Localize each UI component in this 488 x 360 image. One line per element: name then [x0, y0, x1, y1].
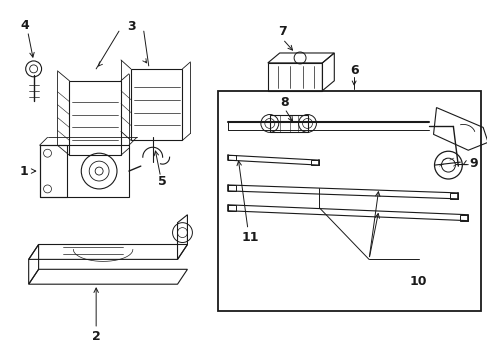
Text: 5: 5: [158, 175, 167, 189]
Text: 7: 7: [278, 24, 286, 38]
Bar: [269, 114, 307, 132]
Text: 3: 3: [127, 20, 136, 33]
Text: 8: 8: [280, 96, 288, 109]
Bar: [228, 185, 236, 191]
Text: 10: 10: [409, 275, 427, 288]
Bar: [40, 145, 67, 197]
Text: 4: 4: [20, 19, 29, 32]
Text: 9: 9: [468, 157, 477, 170]
Bar: [218, 91, 480, 311]
Bar: [228, 205, 236, 211]
Bar: [459, 215, 468, 221]
Text: 1: 1: [20, 165, 28, 177]
Text: 11: 11: [241, 231, 258, 244]
Bar: [267, 63, 322, 91]
Bar: [40, 145, 129, 197]
Bar: [311, 160, 319, 165]
Text: 6: 6: [349, 64, 358, 77]
Bar: [449, 193, 457, 199]
Text: 2: 2: [92, 330, 101, 343]
Bar: [228, 155, 236, 160]
